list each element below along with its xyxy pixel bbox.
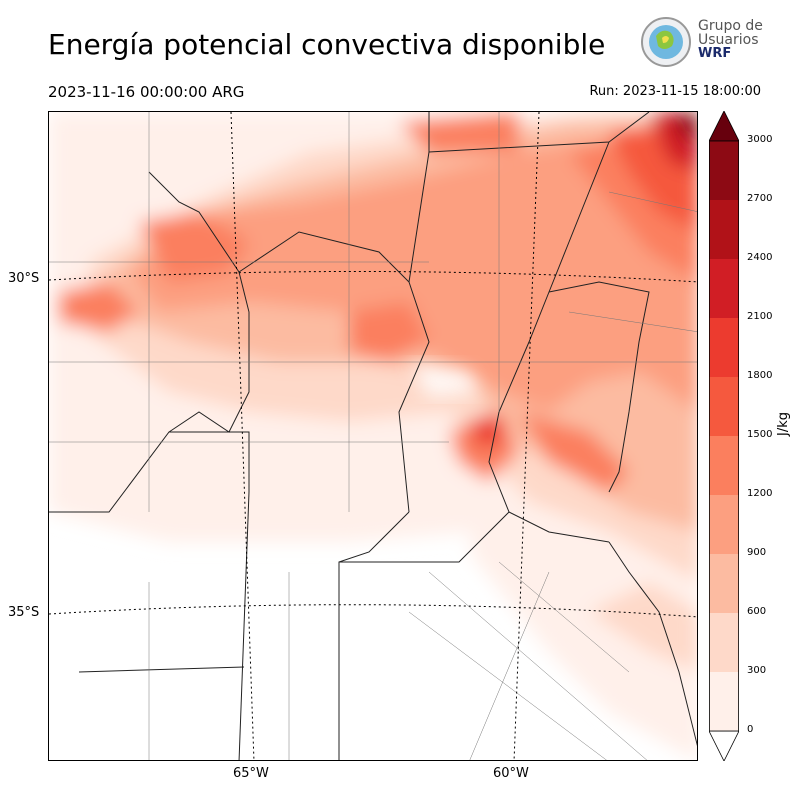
- colorbar-band: [709, 318, 739, 377]
- colorbar-tick-label: 0: [747, 724, 754, 735]
- colorbar-band: [709, 672, 739, 731]
- colorbar: [708, 110, 740, 762]
- logo-line3: WRF: [698, 46, 732, 61]
- lat-label-35s: 35°S: [8, 605, 40, 620]
- run-time: Run: 2023-11-15 18:00:00: [589, 84, 761, 99]
- map-panel: [48, 111, 698, 761]
- colorbar-tick-label: 300: [747, 665, 767, 676]
- cape-field: [49, 112, 697, 760]
- colorbar-scale: [708, 110, 740, 762]
- colorbar-band: [709, 200, 739, 259]
- colorbar-band: [709, 554, 739, 613]
- wrf-logo: Grupo de Usuarios WRF: [638, 16, 768, 68]
- colorbar-band: [709, 259, 739, 318]
- colorbar-band: [709, 377, 739, 436]
- colorbar-label: J/kg: [776, 412, 791, 436]
- colorbar-band: [709, 141, 739, 200]
- colorbar-over-arrow: [708, 110, 740, 142]
- colorbar-band: [709, 436, 739, 495]
- colorbar-tick-label: 1800: [747, 370, 773, 381]
- colorbar-tick-label: 2700: [747, 193, 773, 204]
- logo-line1: Grupo de: [698, 18, 763, 34]
- lon-label-65w: 65°W: [233, 766, 269, 781]
- colorbar-tick-label: 2100: [747, 311, 773, 322]
- colorbar-band: [709, 495, 739, 554]
- lat-label-30s: 30°S: [8, 271, 40, 286]
- colorbar-tick-label: 1200: [747, 488, 773, 499]
- colorbar-tick-label: 3000: [747, 134, 773, 145]
- colorbar-tick-label: 600: [747, 606, 767, 617]
- colorbar-tick-label: 1500: [747, 429, 773, 440]
- colorbar-tick-label: 2400: [747, 252, 773, 263]
- lon-label-60w: 60°W: [493, 766, 529, 781]
- globe-logo-icon: [641, 17, 691, 67]
- logo-line2: Usuarios: [698, 32, 759, 48]
- colorbar-band: [709, 613, 739, 672]
- map-title: Energía potencial convectiva disponible: [48, 28, 606, 61]
- colorbar-under-arrow: [708, 730, 740, 762]
- colorbar-tick-label: 900: [747, 547, 767, 558]
- colorbar-frame: [709, 140, 739, 732]
- valid-time: 2023-11-16 00:00:00 ARG: [48, 83, 245, 101]
